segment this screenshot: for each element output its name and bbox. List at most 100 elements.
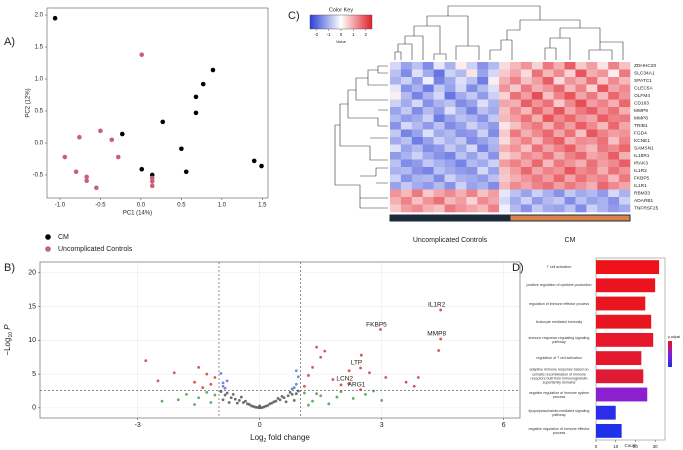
- point: [339, 390, 343, 394]
- heatmap-cell: [400, 62, 413, 70]
- heatmap-cell: [477, 174, 489, 183]
- heatmap-cell: [520, 144, 533, 153]
- heatmap-cell: [597, 77, 609, 85]
- heatmap-cell: [455, 114, 467, 123]
- heatmap-cell: [466, 159, 478, 168]
- heatmap-cell: [466, 77, 478, 85]
- heatmap-cell: [608, 204, 620, 213]
- heatmap-cell: [575, 129, 587, 138]
- heatmap-cell: [477, 182, 489, 190]
- heatmap-cell: [575, 144, 587, 153]
- heatmap-cell: [510, 204, 522, 213]
- row-label: FKBP5: [634, 176, 650, 182]
- heatmap-cell: [422, 189, 434, 198]
- heatmap-cell: [564, 167, 576, 175]
- colorbar-label: Value: [336, 39, 347, 44]
- point: [77, 134, 82, 140]
- legend-label: CM: [58, 234, 69, 241]
- category-label: adaptive immune response based on somati…: [529, 367, 589, 385]
- heatmap-cell: [586, 204, 598, 213]
- point: [235, 401, 239, 405]
- colorbar-tick-label: 1: [352, 32, 355, 37]
- heatmap-cell: [411, 129, 424, 138]
- heatmap-cell: [488, 69, 500, 78]
- point: [351, 397, 355, 400]
- heatmap-cell: [390, 204, 402, 213]
- heatmap-cell: [510, 77, 522, 85]
- point: [412, 384, 416, 388]
- heatmap-cell: [564, 152, 576, 160]
- heatmap-cell: [520, 152, 533, 160]
- heatmap-cell: [553, 92, 565, 100]
- point: [244, 399, 247, 403]
- heatmap-cell: [619, 92, 631, 100]
- heatmap-cell: [477, 84, 489, 93]
- heatmap-cell: [488, 84, 500, 93]
- heatmap-cell: [488, 107, 500, 115]
- row-label: KCNE1: [634, 138, 650, 144]
- heatmap-cell: [400, 99, 413, 108]
- point: [225, 379, 229, 383]
- heatmap-cell: [608, 137, 620, 145]
- heatmap-cell: [444, 62, 456, 70]
- heatmap-cell: [466, 182, 478, 190]
- point: [404, 380, 408, 384]
- point: [221, 398, 225, 402]
- heatmap-cell: [575, 122, 587, 130]
- point: [179, 146, 184, 152]
- point: [119, 131, 125, 137]
- heatmap-cell: [520, 114, 533, 123]
- heatmap-cell: [553, 62, 565, 70]
- point: [280, 394, 284, 398]
- heatmap-cell: [564, 174, 576, 183]
- heatmap-cell: [488, 137, 500, 145]
- heatmap-cell: [575, 77, 587, 85]
- heatmap-cell: [564, 197, 576, 205]
- group-bar: [509, 214, 631, 222]
- heatmap-cell: [553, 167, 565, 175]
- y-tick-label: 15: [28, 303, 36, 310]
- heatmap-cell: [586, 137, 598, 145]
- heatmap-cell: [608, 122, 620, 130]
- heatmap-cell: [586, 107, 598, 115]
- heatmap-cell: [575, 114, 587, 123]
- heatmap-cell: [510, 129, 522, 138]
- y-axis-title-part: P: [3, 324, 12, 332]
- point: [284, 400, 288, 404]
- heatmap-cell: [575, 197, 587, 205]
- point: [359, 353, 363, 357]
- x-axis-title: Count: [624, 443, 637, 448]
- heatmap-cell: [564, 92, 576, 100]
- heatmap-cell: [586, 129, 598, 138]
- group-label: Uncomplicated Controls: [413, 237, 488, 244]
- heatmap-cell: [531, 69, 544, 78]
- heatmap-cell: [597, 152, 609, 160]
- heatmap-cell: [422, 99, 434, 108]
- heatmap-cell: [597, 204, 609, 213]
- heatmap-cell: [553, 77, 565, 85]
- x-tick-label: 0.5: [177, 203, 186, 209]
- heatmap-cell: [586, 92, 598, 100]
- heatmap-cell: [542, 189, 554, 198]
- heatmap-cell: [477, 99, 489, 108]
- heatmap-cell: [542, 77, 554, 85]
- heatmap-cell: [510, 92, 522, 100]
- y-tick-label: 1.0: [35, 77, 44, 83]
- row-label: ADARB1: [634, 198, 654, 204]
- heatmap-cell: [499, 77, 511, 85]
- heatmap-cell: [455, 77, 467, 85]
- heatmap-cell: [400, 129, 413, 138]
- heatmap-cell: [553, 197, 565, 205]
- heatmap-cell: [499, 144, 511, 153]
- heatmap-cell: [422, 84, 434, 93]
- heatmap-cell: [586, 84, 598, 93]
- point: [372, 389, 375, 393]
- heatmap-cell: [575, 84, 587, 93]
- colorbar-title: Color Key: [329, 7, 353, 13]
- heatmap-cell: [400, 174, 413, 183]
- heatmap-cell: [411, 107, 424, 115]
- heatmap-cell: [488, 99, 500, 108]
- point: [98, 128, 103, 134]
